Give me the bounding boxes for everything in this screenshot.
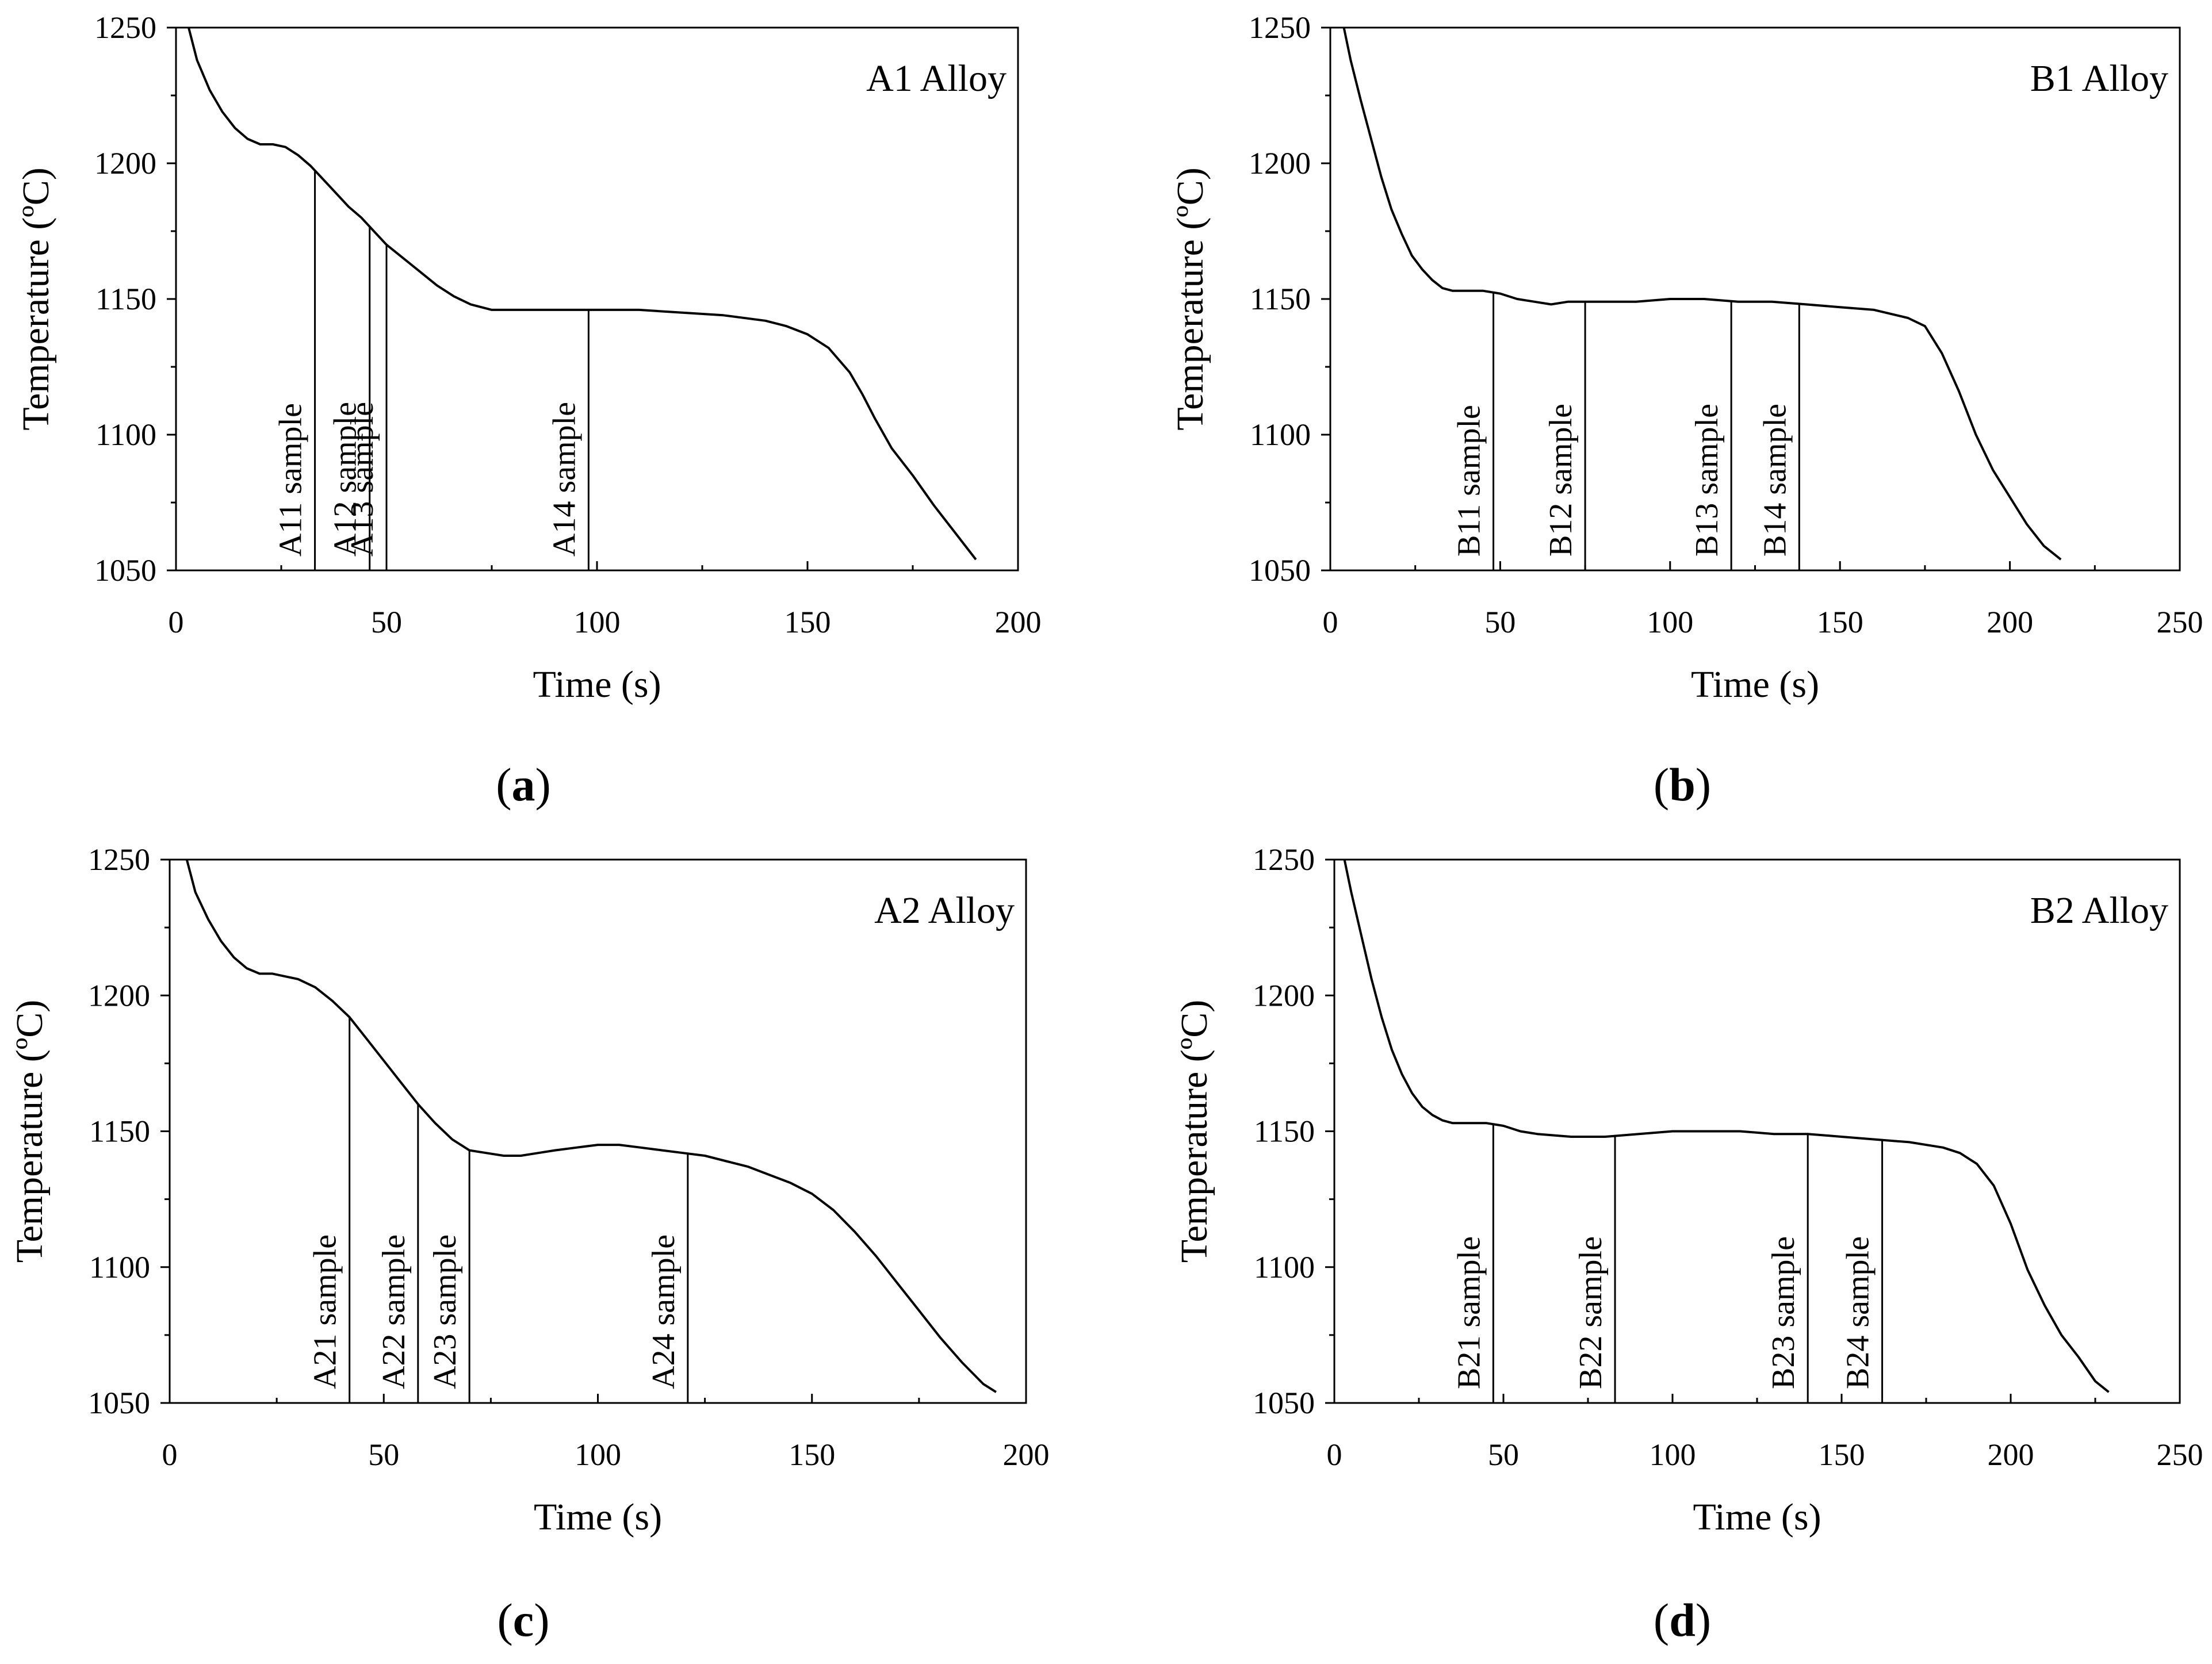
x-tick-label: 0 bbox=[1327, 1437, 1342, 1472]
x-tick-label: 200 bbox=[995, 605, 1042, 639]
panel-letter: c bbox=[513, 1594, 534, 1646]
sample-label: A12 sample bbox=[328, 402, 363, 557]
x-tick-label: 200 bbox=[1988, 1437, 2034, 1472]
sample-label: B22 sample bbox=[1573, 1236, 1609, 1389]
x-tick-label: 0 bbox=[162, 1437, 178, 1472]
sample-label: B23 sample bbox=[1766, 1236, 1801, 1389]
y-tick-label: 1150 bbox=[1250, 282, 1311, 316]
alloy-label: B1 Alloy bbox=[2030, 57, 2168, 99]
panel-letter: a bbox=[512, 758, 535, 811]
y-tick-label: 1200 bbox=[1249, 146, 1311, 181]
y-axis-title: Temperature (ºC) bbox=[1169, 167, 1211, 430]
sample-label: A23 sample bbox=[427, 1234, 463, 1389]
y-tick-label: 1050 bbox=[88, 1386, 150, 1420]
y-tick-label: 1100 bbox=[1250, 417, 1311, 452]
x-tick-label: 50 bbox=[371, 605, 402, 639]
x-axis-title: Time (s) bbox=[534, 1496, 662, 1538]
y-tick-label: 1200 bbox=[1253, 978, 1315, 1013]
cooling-curve-line bbox=[1342, 27, 2062, 561]
x-tick-label: 200 bbox=[1987, 605, 2033, 639]
x-tick-label: 250 bbox=[2157, 605, 2203, 639]
y-tick-label: 1250 bbox=[88, 842, 150, 877]
x-axis-title: Time (s) bbox=[1693, 1496, 1821, 1538]
x-tick-label: 100 bbox=[574, 605, 621, 639]
panel-caption: (b) bbox=[1654, 758, 1711, 811]
sample-label: A14 sample bbox=[546, 402, 582, 557]
x-tick-label: 50 bbox=[368, 1437, 399, 1472]
x-tick-label: 200 bbox=[1003, 1437, 1050, 1472]
sample-label: A24 sample bbox=[646, 1234, 682, 1389]
x-tick-label: 150 bbox=[1819, 1437, 1865, 1472]
x-tick-label: 100 bbox=[1650, 1437, 1696, 1472]
y-axis-title: Temperature (ºC) bbox=[9, 1000, 51, 1263]
x-axis-title: Time (s) bbox=[1691, 664, 1819, 706]
panel-caption: (d) bbox=[1654, 1594, 1711, 1646]
chart-panel-b: 1050 1100 1150 1200 1250 0 50 100 150 200 250 Time … bbox=[1169, 10, 2203, 811]
y-tick-label: 1250 bbox=[1249, 10, 1311, 45]
x-tick-label: 250 bbox=[2157, 1437, 2203, 1472]
y-tick-label: 1050 bbox=[94, 553, 156, 588]
plot-frame bbox=[169, 858, 1027, 1404]
x-tick-label: 0 bbox=[1323, 605, 1338, 639]
panel-caption: (a) bbox=[496, 758, 551, 811]
cooling-curve-line bbox=[187, 27, 977, 561]
y-tick-label: 1100 bbox=[95, 417, 156, 452]
y-tick-label: 1150 bbox=[89, 1114, 150, 1149]
x-tick-label: 100 bbox=[1647, 605, 1693, 639]
sample-label: B13 sample bbox=[1689, 404, 1725, 557]
x-tick-label: 50 bbox=[1488, 1437, 1519, 1472]
sample-label: B11 sample bbox=[1452, 405, 1487, 557]
panel-letter: b bbox=[1669, 758, 1696, 811]
x-tick-label: 100 bbox=[575, 1437, 621, 1472]
chart-panel-a: 1050 1100 1150 1200 1250 0 50 100 150 200 Time (s)… bbox=[15, 10, 1042, 811]
chart-panel-c: 1050 1100 1150 1200 1250 0 50 100 150 200 Time (s)… bbox=[9, 842, 1050, 1646]
y-tick-label: 1250 bbox=[1253, 842, 1315, 877]
x-tick-label: 150 bbox=[789, 1437, 835, 1472]
sample-label: A21 sample bbox=[308, 1234, 343, 1389]
y-tick-label: 1200 bbox=[88, 978, 150, 1013]
chart-panel-d: 1050 1100 1150 1200 1250 0 50 100 150 200 250 Time … bbox=[1173, 842, 2203, 1646]
y-tick-label: 1050 bbox=[1253, 1386, 1315, 1420]
y-tick-label: 1150 bbox=[95, 282, 156, 316]
alloy-label: A2 Alloy bbox=[874, 889, 1015, 931]
panel-caption: (c) bbox=[497, 1594, 549, 1646]
y-tick-label: 1050 bbox=[1249, 553, 1311, 588]
y-tick-label: 1200 bbox=[94, 146, 156, 181]
y-tick-label: 1150 bbox=[1254, 1114, 1315, 1149]
sample-label: B21 sample bbox=[1451, 1236, 1487, 1389]
x-tick-label: 50 bbox=[1484, 605, 1516, 639]
sample-label: B14 sample bbox=[1757, 404, 1793, 557]
x-tick-label: 0 bbox=[169, 605, 184, 639]
alloy-label: A1 Alloy bbox=[866, 57, 1007, 99]
y-tick-label: 1100 bbox=[1254, 1250, 1315, 1285]
sample-label: B12 sample bbox=[1543, 404, 1579, 557]
sample-label: A11 sample bbox=[273, 403, 309, 557]
alloy-label: B2 Alloy bbox=[2030, 889, 2168, 931]
cooling-curve-line bbox=[185, 859, 997, 1393]
y-tick-label: 1250 bbox=[94, 10, 156, 45]
sample-label: A13 sample bbox=[345, 402, 380, 557]
sample-label: B24 sample bbox=[1840, 1236, 1876, 1389]
x-axis-title: Time (s) bbox=[533, 664, 661, 706]
cooling-curve-line bbox=[1343, 859, 2110, 1393]
sample-label: A22 sample bbox=[376, 1234, 412, 1389]
panel-letter: d bbox=[1669, 1594, 1696, 1646]
x-tick-label: 150 bbox=[1817, 605, 1863, 639]
y-axis-title: Temperature (ºC) bbox=[1173, 1000, 1215, 1263]
y-axis-title: Temperature (ºC) bbox=[15, 167, 57, 430]
y-tick-label: 1100 bbox=[89, 1250, 150, 1285]
x-tick-label: 150 bbox=[784, 605, 831, 639]
